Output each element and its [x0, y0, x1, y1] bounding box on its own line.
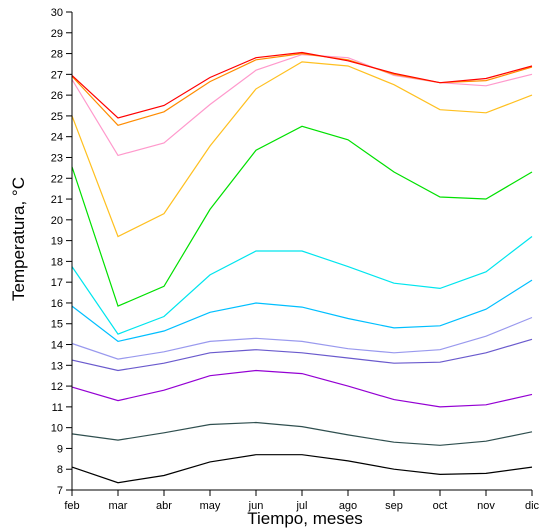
y-tick-label: 23: [51, 152, 63, 164]
y-axis-title: Temperatura, °C: [9, 177, 28, 301]
x-tick-label: jun: [248, 500, 264, 512]
y-tick-label: 21: [51, 194, 63, 206]
y-tick-label: 29: [51, 28, 63, 40]
series-line-3: [71, 369, 533, 408]
y-tick-label: 18: [51, 256, 63, 268]
y-tick-label: 13: [51, 360, 63, 372]
series-line-12: [71, 51, 533, 119]
y-tick-label: 25: [51, 111, 63, 123]
x-tick-label: jul: [295, 500, 307, 512]
x-tick-label: dic: [525, 500, 540, 512]
y-tick-label: 24: [51, 132, 63, 144]
y-tick-label: 26: [51, 90, 63, 102]
x-tick-label: may: [200, 500, 221, 512]
x-tick-label: oct: [433, 500, 448, 512]
y-tick-label: 10: [51, 423, 63, 435]
x-tick-label: sep: [385, 500, 403, 512]
x-tick-label: abr: [156, 500, 172, 512]
y-tick-label: 19: [51, 236, 63, 248]
y-tick-label: 20: [51, 215, 63, 227]
series-line-9: [71, 61, 533, 238]
y-tick-label: 28: [51, 49, 63, 61]
x-axis-title: Tiempo, meses: [247, 509, 363, 528]
x-tick-label: feb: [64, 500, 79, 512]
y-tick-label: 7: [57, 485, 63, 497]
y-tick-label: 30: [51, 7, 63, 19]
plot-lines: [71, 51, 533, 484]
x-tick-label: mar: [109, 500, 128, 512]
y-tick-label: 22: [51, 173, 63, 185]
series-line-8: [71, 125, 533, 307]
y-axis-ticks: 7 8 9 10 11 12 13 14 15 16 17 18 19 20 21 22 23 24 25 26 27 2…: [51, 7, 72, 497]
series-line-5: [71, 316, 533, 360]
y-tick-label: 12: [51, 381, 63, 393]
x-tick-label: ago: [339, 500, 357, 512]
series-line-11: [71, 52, 533, 126]
series-line-4: [71, 338, 533, 372]
series-line-1: [71, 454, 533, 484]
y-tick-label: 27: [51, 69, 63, 81]
x-axis-ticks: feb mar abr may jun jul ago sep oct nov dic: [64, 490, 540, 512]
series-line-6: [71, 279, 533, 343]
x-tick-label: nov: [477, 500, 495, 512]
series-line-10: [71, 53, 533, 157]
y-tick-label: 14: [51, 340, 63, 352]
y-tick-label: 15: [51, 319, 63, 331]
y-tick-label: 9: [57, 443, 63, 455]
series-line-7: [71, 236, 533, 335]
y-tick-label: 8: [57, 464, 63, 476]
y-tick-label: 11: [52, 402, 63, 414]
y-tick-label: 17: [51, 277, 63, 289]
series-line-2: [71, 421, 533, 446]
y-tick-label: 16: [51, 298, 63, 310]
